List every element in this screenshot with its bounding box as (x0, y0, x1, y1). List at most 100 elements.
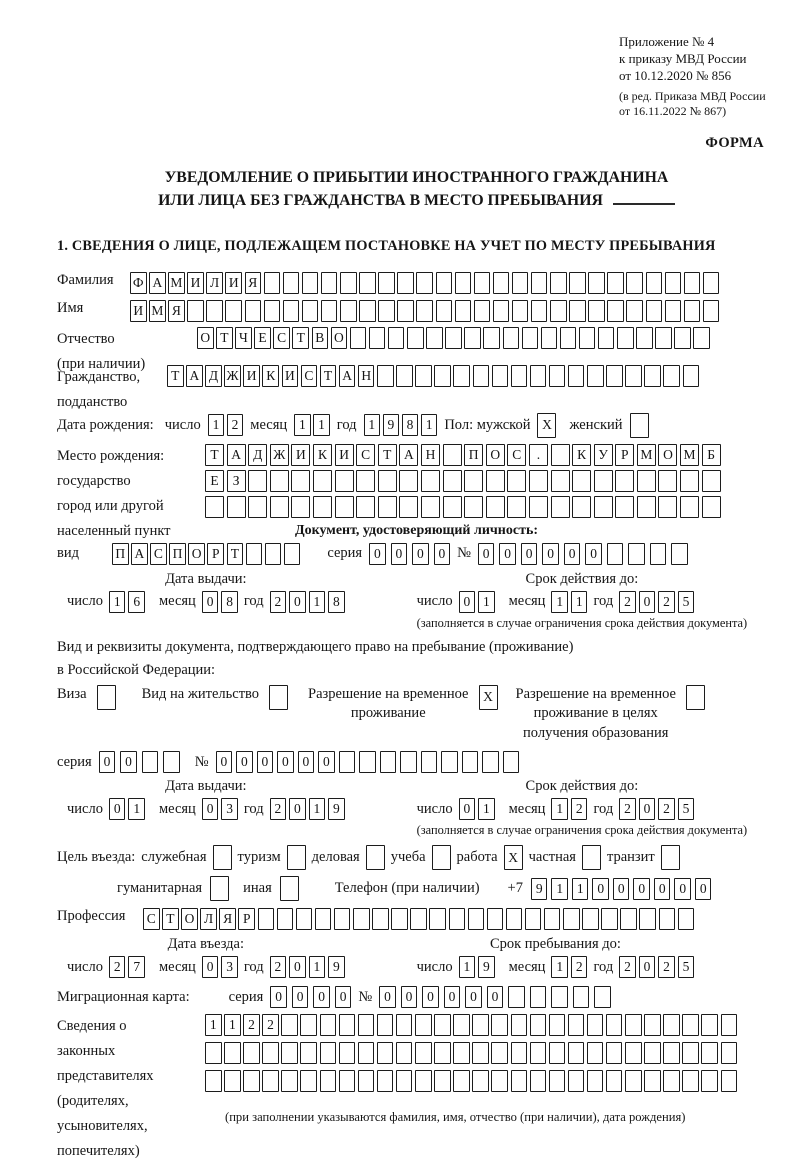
char-cell[interactable] (510, 1070, 527, 1093)
char-cell[interactable] (588, 271, 605, 294)
char-cell[interactable]: М (636, 443, 656, 466)
char-cell[interactable] (663, 364, 680, 387)
char-cell[interactable] (644, 364, 661, 387)
char-cell[interactable] (511, 271, 529, 294)
char-cell[interactable] (617, 326, 634, 349)
char-cell[interactable] (550, 495, 570, 518)
char-cell[interactable] (682, 1070, 699, 1093)
char-cell[interactable]: С (300, 364, 318, 387)
char-cell[interactable] (486, 908, 504, 931)
char-cell[interactable] (683, 271, 701, 294)
purpose-study-checkbox[interactable] (431, 845, 451, 871)
char-cell[interactable] (283, 542, 301, 565)
char-cell[interactable]: 0 (638, 798, 656, 821)
char-cell[interactable] (491, 1014, 508, 1037)
char-cell[interactable] (453, 364, 470, 387)
char-cell[interactable]: 2 (658, 590, 675, 613)
char-cell[interactable]: 0 (334, 986, 352, 1009)
char-cell[interactable] (359, 271, 376, 294)
char-cell[interactable] (567, 1070, 585, 1093)
char-cell[interactable] (720, 1014, 738, 1037)
char-cell[interactable]: 2 (658, 798, 675, 821)
char-cell[interactable]: 1 (205, 1014, 222, 1037)
char-cell[interactable] (243, 1042, 260, 1065)
char-cell[interactable] (467, 908, 485, 931)
char-cell[interactable] (453, 1070, 470, 1093)
char-cell[interactable]: 9 (382, 414, 400, 437)
char-cell[interactable]: 1 (207, 414, 225, 437)
char-cell[interactable] (379, 751, 397, 774)
char-cell[interactable] (338, 1042, 356, 1065)
char-cell[interactable] (663, 1014, 680, 1037)
char-cell[interactable]: 9 (530, 877, 548, 900)
char-cell[interactable] (464, 495, 484, 518)
char-cell[interactable] (578, 326, 596, 349)
char-cell[interactable] (664, 299, 682, 322)
char-cell[interactable] (644, 1014, 661, 1037)
char-cell[interactable] (485, 495, 505, 518)
char-cell[interactable] (683, 299, 701, 322)
char-cell[interactable] (244, 299, 262, 322)
char-cell[interactable] (205, 1070, 222, 1093)
char-cell[interactable] (606, 364, 623, 387)
char-cell[interactable]: Н (357, 364, 375, 387)
char-cell[interactable] (701, 1070, 718, 1093)
char-cell[interactable] (312, 469, 332, 492)
char-cell[interactable] (395, 1042, 413, 1065)
char-cell[interactable]: 3 (221, 798, 238, 821)
char-cell[interactable]: Ж (224, 364, 241, 387)
char-cell[interactable] (226, 495, 246, 518)
char-cell[interactable]: И (187, 271, 204, 294)
char-cell[interactable]: С (150, 542, 167, 565)
char-cell[interactable] (377, 495, 397, 518)
char-cell[interactable] (548, 1014, 566, 1037)
char-cell[interactable] (625, 1042, 642, 1065)
char-cell[interactable]: 1 (308, 798, 326, 821)
char-cell[interactable] (615, 469, 635, 492)
char-cell[interactable] (359, 299, 376, 322)
char-cell[interactable] (434, 364, 451, 387)
char-cell[interactable] (334, 469, 354, 492)
char-cell[interactable]: 0 (98, 751, 116, 774)
char-cell[interactable] (626, 271, 643, 294)
char-cell[interactable] (567, 1042, 585, 1065)
char-cell[interactable]: Т (216, 326, 233, 349)
char-cell[interactable] (682, 1042, 699, 1065)
char-cell[interactable] (349, 326, 367, 349)
char-cell[interactable]: 9 (328, 956, 345, 979)
char-cell[interactable]: 0 (458, 590, 476, 613)
char-cell[interactable]: 2 (262, 1014, 279, 1037)
char-cell[interactable] (378, 299, 395, 322)
char-cell[interactable] (502, 751, 520, 774)
char-cell[interactable] (454, 271, 472, 294)
char-cell[interactable] (607, 299, 624, 322)
char-cell[interactable]: 0 (499, 542, 516, 565)
char-cell[interactable] (572, 469, 592, 492)
char-cell[interactable] (511, 299, 529, 322)
char-cell[interactable] (586, 1014, 604, 1037)
char-cell[interactable]: 0 (633, 877, 650, 900)
option-temp-residence-checkbox[interactable]: X (478, 684, 498, 710)
char-cell[interactable] (645, 299, 663, 322)
char-cell[interactable] (224, 1042, 241, 1065)
char-cell[interactable]: С (273, 326, 290, 349)
char-cell[interactable]: 1 (551, 877, 568, 900)
char-cell[interactable]: И (281, 364, 299, 387)
char-cell[interactable]: 0 (291, 986, 309, 1009)
char-cell[interactable] (636, 469, 656, 492)
char-cell[interactable] (263, 271, 281, 294)
char-cell[interactable] (644, 1042, 661, 1065)
char-cell[interactable]: П (169, 542, 186, 565)
char-cell[interactable] (530, 271, 548, 294)
purpose-private-checkbox[interactable] (581, 845, 601, 871)
char-cell[interactable] (507, 495, 527, 518)
char-cell[interactable] (605, 1070, 623, 1093)
char-cell[interactable] (529, 986, 547, 1009)
char-cell[interactable] (569, 299, 586, 322)
char-cell[interactable]: Е (205, 469, 224, 492)
char-cell[interactable] (442, 495, 462, 518)
char-cell[interactable] (505, 908, 523, 931)
char-cell[interactable]: И (130, 299, 147, 322)
char-cell[interactable]: 0 (201, 590, 219, 613)
char-cell[interactable]: Ч (235, 326, 252, 349)
